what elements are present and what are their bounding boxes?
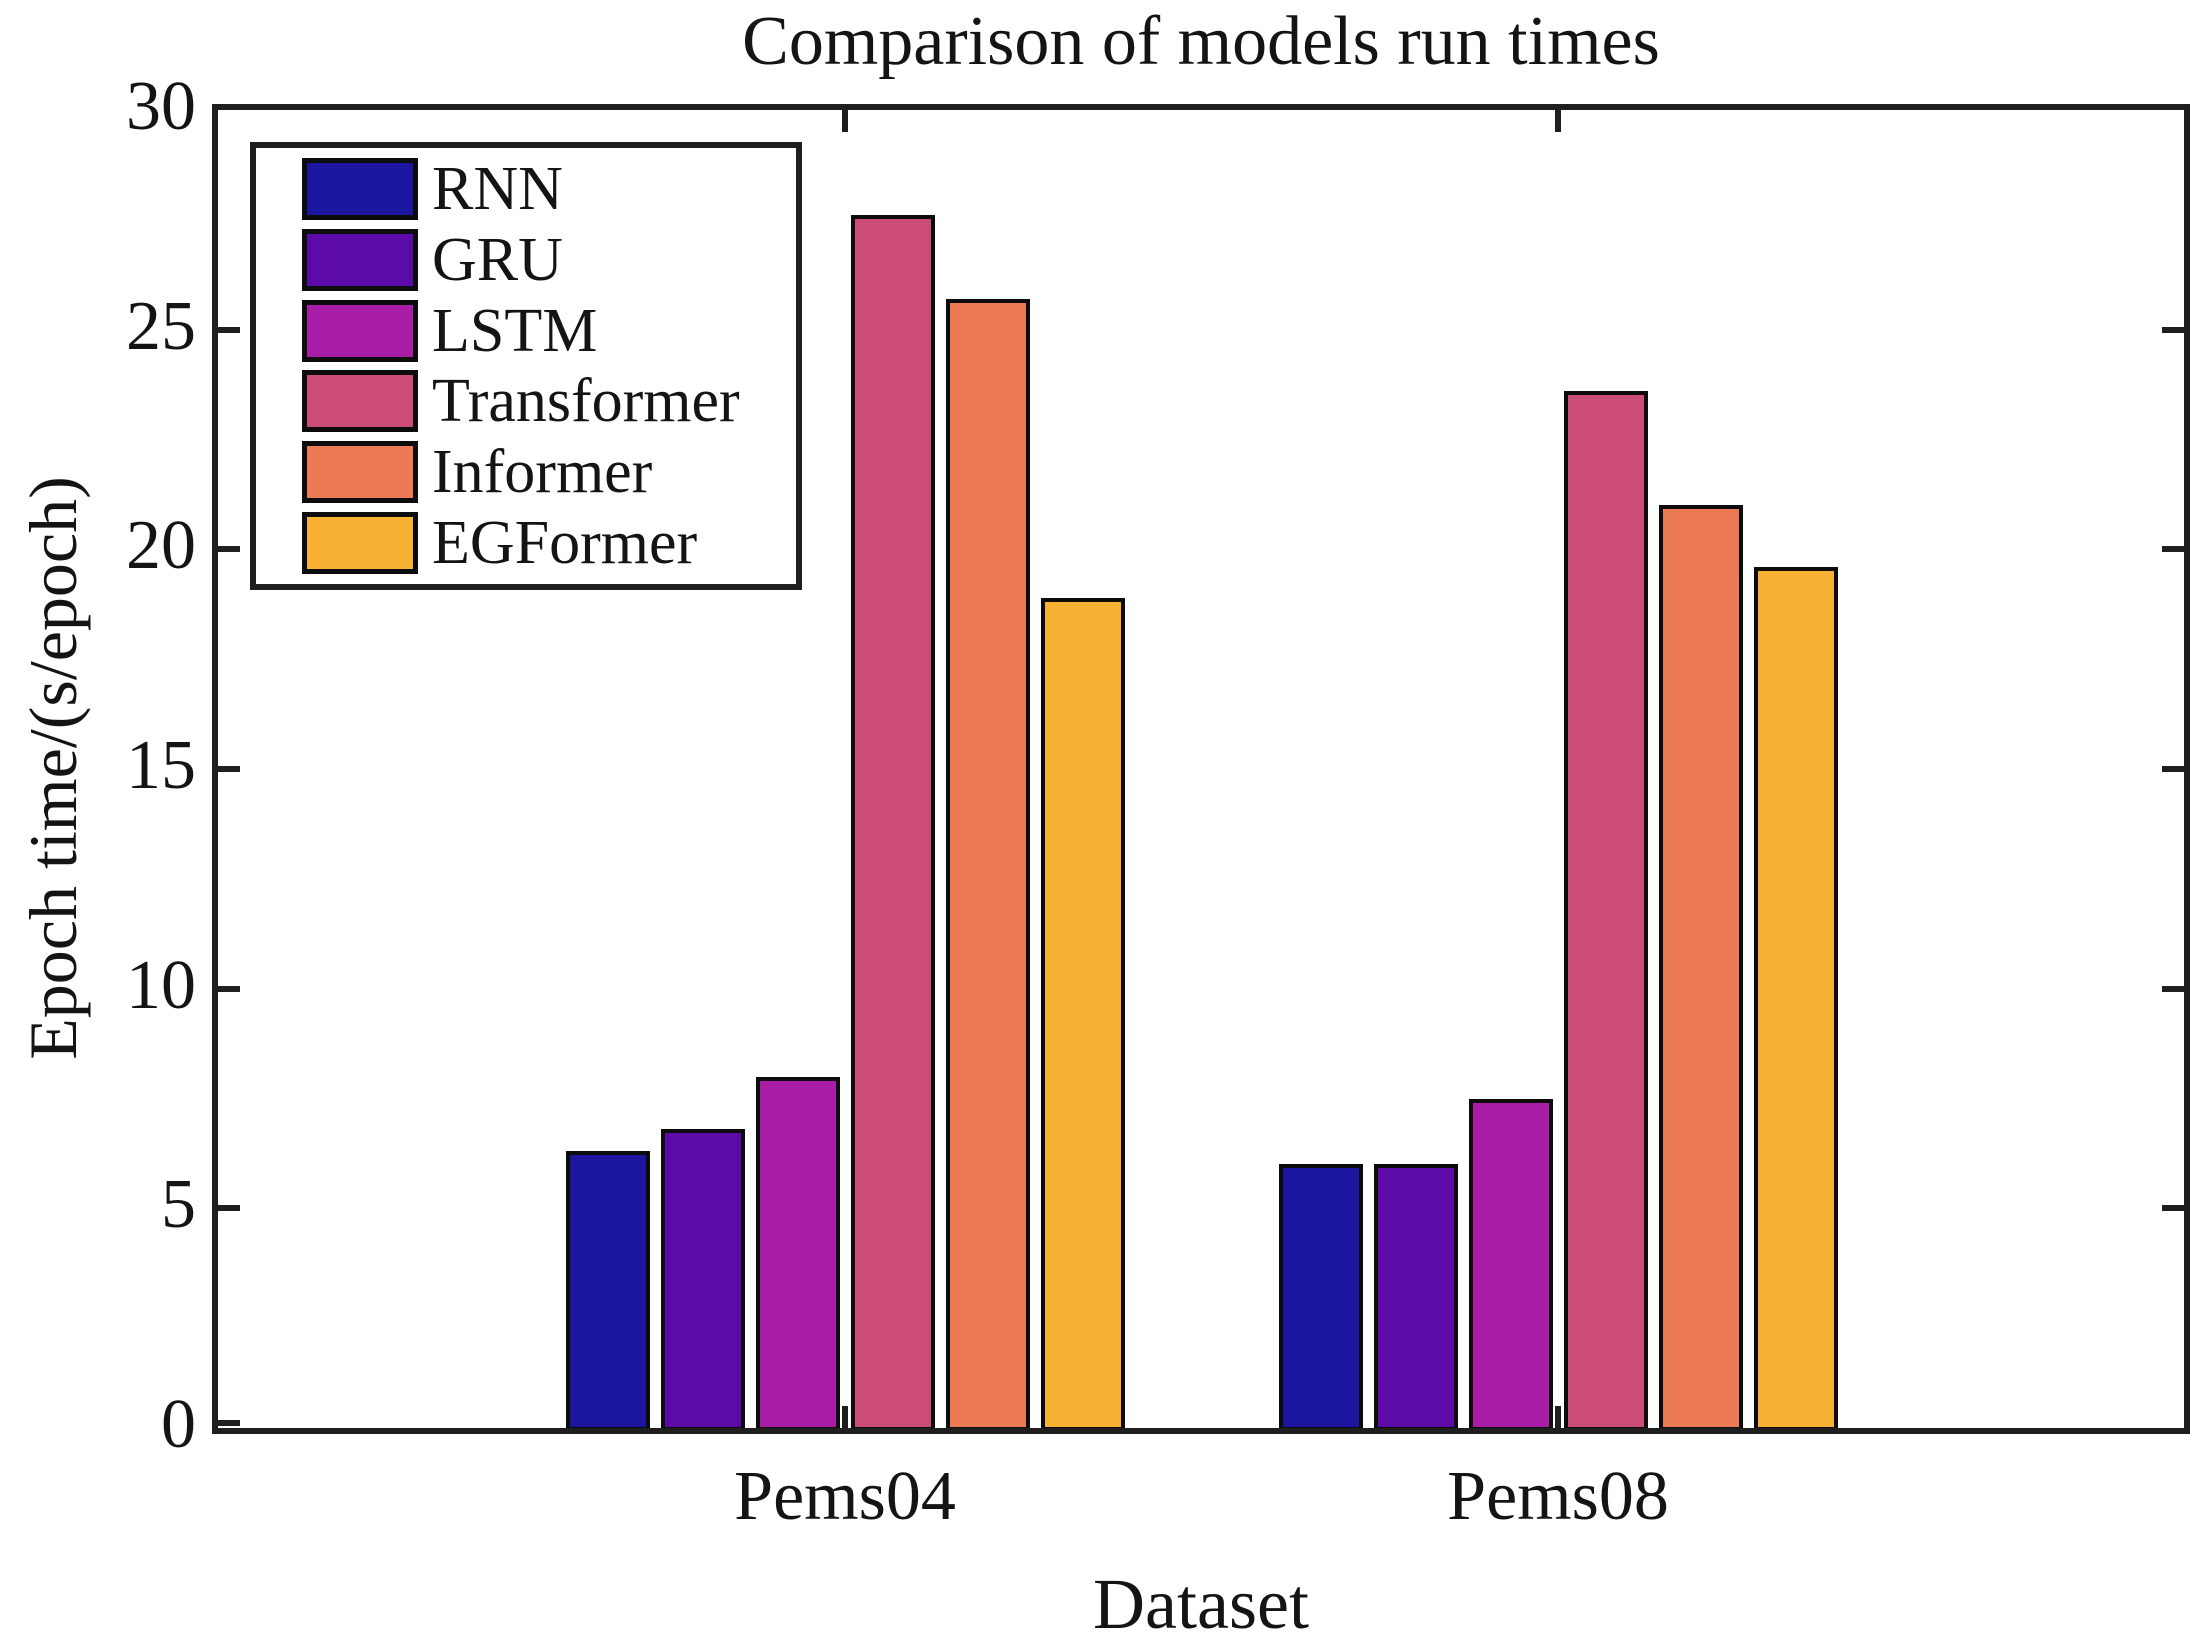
y-tick-mark: [218, 985, 240, 992]
y-tick-mark: [218, 766, 240, 772]
x-tick-label: Pems04: [734, 1458, 956, 1535]
y-tick-mark: [218, 1420, 240, 1426]
y-tick-mark: [218, 326, 240, 333]
y-tick-label: 30: [126, 68, 196, 146]
legend-label: EGFormer: [432, 508, 698, 577]
legend-swatch: [302, 158, 418, 221]
legend-label: Informer: [432, 437, 653, 506]
y-tick-mark: [2162, 1205, 2184, 1212]
y-tick-mark: [2162, 326, 2184, 333]
bar-egformer-pems08: [1753, 566, 1838, 1431]
y-tick-mark: [218, 546, 240, 553]
x-tick-mark: [1555, 1406, 1561, 1428]
y-tick-label: 10: [126, 946, 196, 1024]
legend: RNN GRU LSTM Transformer Informer EGFormer: [250, 142, 802, 590]
legend-label: Transformer: [432, 367, 740, 436]
legend-swatch: [302, 511, 418, 574]
legend-label: RNN: [432, 155, 563, 224]
legend-swatch: [302, 440, 418, 503]
x-axis-label: Dataset: [1093, 1564, 1309, 1644]
bar-gru-pems08: [1373, 1164, 1458, 1431]
y-tick-label: 25: [126, 287, 196, 365]
x-tick-mark: [842, 1406, 848, 1428]
bar-rnn-pems08: [1278, 1164, 1363, 1431]
y-tick-mark: [2162, 546, 2184, 553]
legend-item-transformer: Transformer: [302, 367, 796, 436]
bar-informer-pems08: [1658, 505, 1743, 1431]
legend-item-informer: Informer: [302, 437, 796, 506]
y-tick-mark: [2162, 766, 2184, 772]
bar-informer-pems04: [945, 298, 1030, 1431]
legend-label: GRU: [432, 225, 563, 294]
y-tick-mark: [2162, 985, 2184, 992]
bar-transformer-pems08: [1563, 391, 1648, 1431]
legend-swatch: [302, 228, 418, 291]
legend-item-lstm: LSTM: [302, 296, 796, 365]
y-tick-label: 5: [161, 1166, 196, 1244]
bar-lstm-pems04: [755, 1076, 840, 1431]
bar-rnn-pems04: [565, 1151, 650, 1431]
bar-lstm-pems08: [1468, 1098, 1553, 1431]
chart-title: Comparison of models run times: [742, 3, 1660, 80]
y-tick-label: 0: [161, 1386, 196, 1464]
x-tick-label: Pems08: [1447, 1458, 1669, 1535]
legend-item-egformer: EGFormer: [302, 508, 796, 577]
x-tick-mark: [842, 110, 848, 132]
x-tick-mark: [1555, 110, 1561, 132]
y-tick-label: 20: [126, 507, 196, 585]
y-tick-mark: [218, 1205, 240, 1212]
y-tick-label: 15: [126, 727, 196, 805]
bar-egformer-pems04: [1040, 597, 1125, 1431]
bar-gru-pems04: [660, 1129, 745, 1431]
legend-item-rnn: RNN: [302, 155, 796, 224]
legend-label: LSTM: [432, 296, 598, 365]
legend-item-gru: GRU: [302, 225, 796, 294]
legend-swatch: [302, 299, 418, 362]
bar-transformer-pems04: [850, 215, 935, 1431]
legend-swatch: [302, 370, 418, 433]
